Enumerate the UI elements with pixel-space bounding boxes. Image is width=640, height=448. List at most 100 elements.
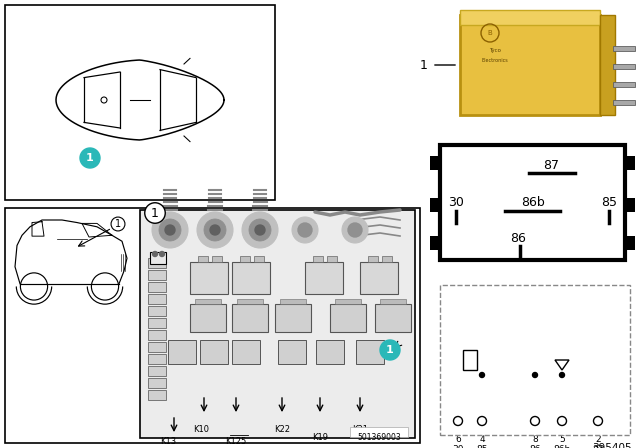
Bar — [168, 340, 196, 364]
Circle shape — [292, 217, 318, 243]
Bar — [254, 256, 264, 262]
Text: 5: 5 — [559, 435, 565, 444]
Bar — [368, 256, 378, 262]
Bar — [613, 46, 635, 51]
Bar — [195, 299, 221, 304]
Text: 501369003: 501369003 — [364, 430, 408, 439]
Bar — [335, 299, 361, 304]
Bar — [275, 304, 311, 332]
Bar — [430, 156, 440, 170]
Text: B: B — [488, 30, 492, 36]
Circle shape — [204, 219, 226, 241]
Circle shape — [152, 212, 188, 248]
Bar — [375, 304, 411, 332]
Bar — [360, 262, 398, 294]
Circle shape — [210, 225, 220, 235]
Bar — [305, 262, 343, 294]
Circle shape — [255, 225, 265, 235]
Bar — [460, 15, 600, 115]
Circle shape — [80, 148, 100, 168]
Text: 1: 1 — [420, 59, 428, 72]
Bar — [240, 256, 250, 262]
Text: 1: 1 — [386, 345, 394, 355]
Bar — [440, 285, 630, 435]
Bar — [330, 304, 366, 332]
Bar — [148, 270, 166, 280]
Bar — [190, 304, 226, 332]
Circle shape — [152, 251, 157, 257]
Bar — [5, 208, 420, 443]
Text: 30: 30 — [452, 444, 464, 448]
Bar — [316, 340, 344, 364]
Bar — [430, 198, 440, 212]
Circle shape — [559, 372, 564, 378]
Text: K10: K10 — [193, 425, 209, 434]
Bar — [625, 198, 635, 212]
Bar — [140, 210, 415, 438]
Text: 87: 87 — [543, 159, 559, 172]
Bar — [278, 340, 306, 364]
Bar — [148, 294, 166, 304]
Bar — [350, 427, 408, 437]
Text: 30: 30 — [448, 196, 464, 209]
Text: K13: K13 — [160, 437, 176, 446]
Bar — [148, 306, 166, 316]
Bar — [625, 156, 635, 170]
Bar — [440, 145, 625, 260]
Bar — [232, 262, 270, 294]
Text: 4: 4 — [479, 435, 485, 444]
Bar — [148, 354, 166, 364]
Text: Electronics: Electronics — [482, 57, 508, 63]
Text: K125: K125 — [225, 437, 246, 446]
Text: 501369003: 501369003 — [357, 433, 401, 442]
Circle shape — [532, 372, 538, 378]
Bar — [356, 340, 384, 364]
Text: 1: 1 — [151, 207, 159, 220]
Bar — [5, 5, 275, 200]
Text: K19: K19 — [312, 433, 328, 442]
Circle shape — [342, 217, 368, 243]
Bar — [200, 340, 228, 364]
Text: 8: 8 — [532, 435, 538, 444]
Circle shape — [479, 372, 484, 378]
Bar — [625, 236, 635, 250]
Circle shape — [165, 225, 175, 235]
Bar — [150, 252, 166, 264]
Bar — [237, 299, 263, 304]
Bar — [463, 350, 477, 370]
Text: 86b: 86b — [520, 196, 545, 209]
Text: 2: 2 — [595, 435, 601, 444]
Text: 86: 86 — [510, 232, 525, 245]
Bar — [148, 378, 166, 388]
Bar — [148, 318, 166, 328]
Bar — [430, 236, 440, 250]
Bar — [212, 256, 222, 262]
Bar — [198, 256, 208, 262]
Bar — [280, 299, 306, 304]
Bar — [382, 256, 392, 262]
Bar — [148, 390, 166, 400]
Bar — [190, 262, 228, 294]
Text: 1: 1 — [86, 153, 94, 163]
Bar — [600, 15, 615, 115]
Bar — [460, 10, 600, 25]
Circle shape — [159, 219, 181, 241]
Circle shape — [242, 212, 278, 248]
Text: 87: 87 — [592, 444, 604, 448]
Circle shape — [380, 340, 400, 360]
Bar — [613, 82, 635, 87]
Bar — [148, 366, 166, 376]
Bar — [148, 258, 166, 268]
Bar — [327, 256, 337, 262]
Bar — [232, 304, 268, 332]
Circle shape — [197, 212, 233, 248]
Bar — [380, 299, 406, 304]
Text: 85: 85 — [601, 196, 617, 209]
Bar — [148, 342, 166, 352]
Bar — [148, 330, 166, 340]
Text: 85: 85 — [476, 444, 488, 448]
Bar — [148, 282, 166, 292]
Text: K21: K21 — [352, 425, 368, 434]
Text: Tyco: Tyco — [489, 47, 501, 52]
Text: 86: 86 — [529, 444, 541, 448]
